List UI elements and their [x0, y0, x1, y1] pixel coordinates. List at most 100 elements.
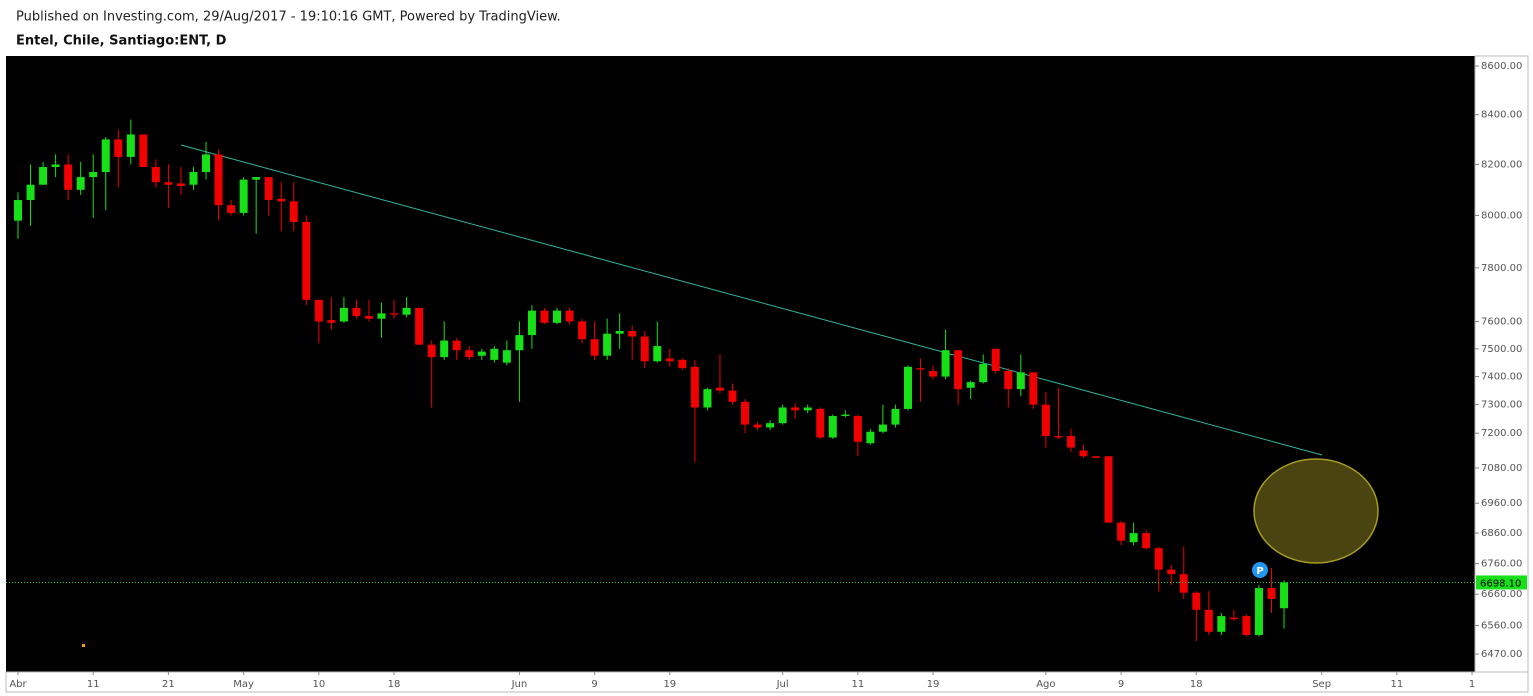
candle-body [277, 198, 286, 202]
candle-body [1142, 533, 1151, 549]
candle-body [1117, 522, 1126, 541]
candle-body [866, 431, 875, 444]
candle-body [352, 307, 361, 317]
y-tick-label: 6560.00 [1481, 620, 1522, 631]
candle-body [364, 316, 373, 319]
candle-body [264, 177, 273, 201]
candle-body [1029, 372, 1038, 405]
candle-body [402, 307, 411, 315]
candle-body [653, 346, 662, 362]
x-tick-label: 1 [1469, 679, 1475, 690]
candle-body [1192, 592, 1201, 610]
x-tick-label: Jul [776, 679, 789, 690]
candle-body [114, 139, 123, 157]
candle-body [540, 310, 549, 323]
candle-body [327, 320, 336, 323]
candle-body [816, 408, 825, 438]
candle-body [477, 351, 486, 356]
candle-body [239, 179, 248, 213]
highlight-ellipse [1253, 458, 1379, 564]
candle-body [64, 164, 73, 190]
candle-body [465, 350, 474, 358]
candle-body [578, 321, 587, 340]
candle-body [916, 368, 925, 370]
x-tick-label: Sep [1312, 679, 1331, 690]
x-tick-label: 11 [87, 679, 100, 690]
y-tick-label: 8400.00 [1481, 110, 1522, 121]
candle-body [452, 340, 461, 351]
candle-body [490, 348, 499, 360]
candle-body [741, 401, 750, 425]
y-tick-label: 7600.00 [1481, 316, 1522, 327]
candle-body [640, 336, 649, 362]
y-tick-label: 6960.00 [1481, 498, 1522, 509]
candle-body [101, 139, 110, 173]
marker-circle[interactable] [1252, 562, 1268, 578]
time-axis [5, 671, 1529, 693]
candle-body [176, 183, 185, 186]
x-tick-label: Abr [9, 679, 27, 690]
candle-body [841, 414, 850, 417]
x-tick-label: 9 [1118, 679, 1124, 690]
plot-area [6, 56, 1475, 672]
candle-body [1154, 548, 1163, 570]
y-tick-label: 7300.00 [1481, 400, 1522, 411]
candle-body [665, 358, 674, 362]
candle-body [1229, 617, 1238, 620]
y-tick-label: 8200.00 [1481, 159, 1522, 170]
candle-body [289, 201, 298, 222]
candle-body [39, 166, 48, 185]
candle-body [26, 184, 35, 201]
candle-body [1092, 456, 1101, 458]
candle-body [903, 366, 912, 409]
y-tick-label: 8000.00 [1481, 210, 1522, 221]
candle-body [377, 313, 386, 319]
candle-body [941, 350, 950, 377]
x-tick-label: 10 [312, 679, 325, 690]
candle-body [778, 407, 787, 424]
last-price-label: 6698.10 [1480, 578, 1521, 589]
candle-body [991, 348, 1000, 371]
candle-body [628, 330, 637, 337]
candle-body [979, 364, 988, 383]
candle-body [1204, 609, 1213, 632]
x-tick-label: Ago [1036, 679, 1055, 690]
candle-body [164, 182, 173, 185]
x-tick-label: 19 [663, 679, 676, 690]
y-tick-label: 6660.00 [1481, 589, 1522, 600]
y-tick-label: 7800.00 [1481, 263, 1522, 274]
trend-line [180, 144, 1323, 456]
marks [14, 119, 1289, 642]
candle-body [1242, 616, 1251, 635]
symbol-title: Entel, Chile, Santiago:ENT, D [16, 34, 227, 49]
candle-body [1066, 436, 1075, 448]
marker-label[interactable]: P [1256, 566, 1263, 577]
candle-body [427, 344, 436, 358]
candle-body [690, 366, 699, 408]
candle-body [753, 424, 762, 428]
candle-body [390, 313, 399, 315]
candle-body [678, 359, 687, 369]
y-tick-label: 7400.00 [1481, 372, 1522, 383]
candle-body [1254, 588, 1263, 635]
x-tick-label: 18 [388, 679, 401, 690]
candle-body [1129, 533, 1138, 543]
candle-body [1079, 450, 1088, 457]
candle-body [966, 382, 975, 388]
candle-body [891, 408, 900, 425]
x-tick-label: 21 [162, 679, 175, 690]
candle-body [139, 134, 148, 167]
candle-body [1167, 569, 1176, 575]
candle-body [527, 310, 536, 336]
candle-body [1041, 404, 1050, 437]
candle-body [89, 172, 98, 178]
candle-body [1016, 372, 1025, 390]
candle-body [302, 221, 311, 300]
last-price-box [1476, 575, 1527, 590]
x-tick-label: Jun [511, 679, 528, 690]
y-tick-label: 7080.00 [1481, 463, 1522, 474]
candle-body [553, 310, 562, 323]
candle-body [214, 154, 223, 206]
y-tick-label: 6860.00 [1481, 528, 1522, 539]
